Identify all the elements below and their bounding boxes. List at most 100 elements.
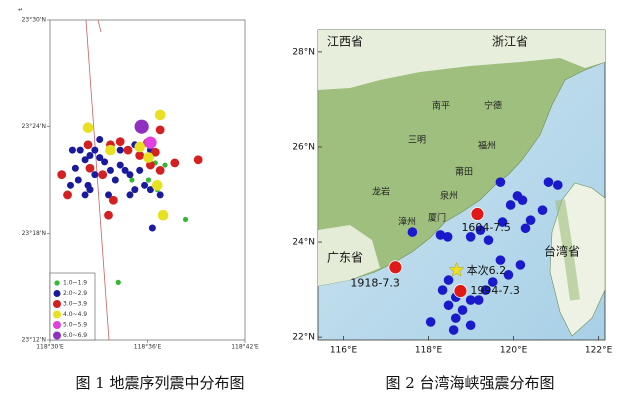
- y-tick-label: 26°N: [292, 142, 315, 152]
- fault-line: [85, 19, 110, 341]
- epicenter: [85, 163, 95, 173]
- epicenter: [86, 151, 94, 159]
- epicenter: [148, 224, 156, 232]
- historic-quake: [543, 177, 554, 187]
- historic-quake: [443, 300, 454, 311]
- epicenter: [105, 144, 116, 156]
- event-label: 1994-7.3: [470, 284, 519, 297]
- epicenter: [145, 177, 152, 183]
- figure-caption: 图 2 台湾海峡强震分布图: [385, 374, 554, 392]
- historic-quake: [473, 295, 484, 305]
- epicenter: [82, 122, 94, 134]
- historic-quake: [465, 320, 476, 331]
- historic-quake: [442, 232, 453, 242]
- epicenter: [156, 191, 164, 199]
- epicenter: [115, 137, 125, 147]
- y-tick-label: 22°N: [292, 333, 315, 343]
- epicenter: [170, 158, 180, 168]
- mainland: [317, 29, 606, 287]
- historic-quake: [525, 215, 536, 225]
- current-quake: [448, 261, 465, 277]
- legend-label: 3.0~3.9: [63, 301, 87, 308]
- epicenter: [126, 171, 134, 179]
- y-tick-label: 23°30'N: [22, 17, 46, 24]
- epicenter: [91, 171, 99, 179]
- epicenter: [155, 166, 165, 175]
- historic-quake: [487, 277, 498, 287]
- province-label: 江西省: [327, 35, 363, 49]
- x-tick-label: 122°E: [585, 346, 613, 356]
- epicenter: [116, 161, 124, 169]
- province-label: 广东省: [327, 251, 363, 265]
- x-tick-label: 118°30'E: [36, 344, 64, 351]
- epicenter: [134, 119, 149, 134]
- epicenter: [104, 210, 113, 220]
- legend-label: 6.0~6.9: [63, 332, 87, 339]
- epicenter: [71, 164, 79, 172]
- historic-quake: [505, 200, 516, 210]
- legend-label: 4.0~4.9: [63, 311, 87, 318]
- epicenter: [74, 176, 82, 184]
- strait-map: 江西省 浙江省 广东省 台湾省 南平 宁德 三明 福州 莆田 泉州 龙岩 漳州 …: [292, 29, 613, 356]
- city-label: 泉州: [440, 190, 458, 202]
- event-label: 1918-7.3: [350, 276, 399, 289]
- epicenter: [146, 186, 154, 194]
- city-label: 南平: [432, 100, 450, 112]
- epicenter: [151, 180, 163, 191]
- epicenter: [83, 140, 93, 150]
- historic-quake: [448, 325, 459, 335]
- epicenter: [106, 166, 114, 174]
- y-tick-label: 24°N: [292, 238, 315, 248]
- strong-quake: [453, 284, 468, 298]
- epicenter: [81, 156, 89, 164]
- historic-quake: [475, 225, 486, 235]
- epicenter: [91, 146, 99, 154]
- strong-quake: [388, 260, 403, 275]
- city-label: 宁德: [484, 100, 502, 112]
- historic-quake: [457, 305, 468, 315]
- legend-swatch: [53, 300, 61, 308]
- epicenter: [96, 135, 104, 143]
- epicenter: [131, 186, 139, 194]
- event-label: 本次6.2: [467, 263, 507, 277]
- epicenter: [126, 191, 134, 199]
- historic-quake: [517, 195, 528, 206]
- epicenter: [134, 141, 145, 153]
- historic-quake: [407, 227, 418, 237]
- city-label: 莆田: [455, 166, 473, 178]
- epicenter: [154, 109, 166, 121]
- city-label: 福州: [478, 140, 496, 152]
- city-label: 龙岩: [372, 186, 390, 198]
- epicenter-plot: 118°30'E 118°36'E 118°42'E 23°12'N 23°18'N 23…: [22, 17, 259, 351]
- epicenter: [68, 146, 76, 154]
- historic-quake: [503, 270, 514, 280]
- y-tick-label: 23°12'N: [22, 337, 46, 344]
- historic-quake: [520, 223, 531, 234]
- epicenter: [57, 170, 67, 180]
- epicenter: [135, 151, 145, 160]
- epicenter: [101, 158, 109, 166]
- historic-quake: [437, 285, 448, 295]
- historic-quake: [495, 177, 506, 187]
- epicenter: [116, 146, 124, 154]
- legend-swatch: [53, 331, 61, 340]
- epicenter: [76, 146, 84, 154]
- epicenter: [150, 147, 160, 157]
- x-tick-label: 118°36'E: [134, 344, 162, 351]
- city-label: 漳州: [398, 216, 416, 228]
- x-tick-label: 118°E: [415, 346, 443, 356]
- historic-quake: [497, 217, 508, 227]
- taiwan-relief: [555, 199, 580, 301]
- y-tick-label: 23°18'N: [22, 230, 46, 237]
- x-tick-label: 118°42'E: [231, 344, 259, 351]
- epicenter: [144, 136, 157, 149]
- historic-quake: [425, 317, 436, 327]
- epicenter: [115, 279, 121, 285]
- historic-quake: [443, 275, 454, 285]
- epicenter: [136, 166, 144, 174]
- epicenter: [193, 155, 203, 165]
- legend-label: 1.0~1.9: [63, 280, 87, 287]
- legend-swatch: [53, 321, 61, 329]
- historic-quake: [450, 313, 461, 323]
